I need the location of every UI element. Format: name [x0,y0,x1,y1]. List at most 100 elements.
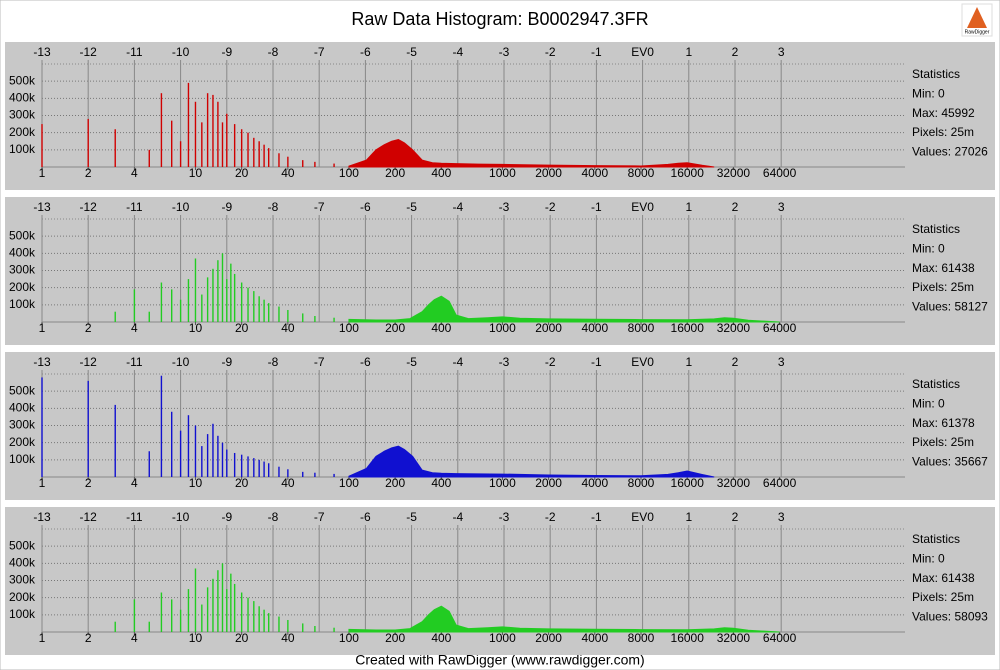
x2-tick-label: -3 [499,510,510,524]
x-tick-label: 32000 [717,166,751,180]
x2-tick-label: -6 [360,510,371,524]
x-tick-label: 2 [85,321,92,335]
y-tick-label: 400k [9,556,36,570]
stat-text: Min: 0 [912,241,945,255]
x-tick-label: 2 [85,631,92,645]
x2-tick-label: -1 [591,355,602,369]
x2-tick-label: 1 [685,355,692,369]
stat-text: Values: 27026 [912,144,988,158]
x-tick-label: 4000 [581,166,608,180]
x2-tick-label: -5 [406,45,417,59]
y-tick-label: 500k [9,228,36,242]
stat-text: Values: 58127 [912,299,988,313]
x-tick-label: 200 [385,166,405,180]
x-tick-label: 100 [339,166,359,180]
y-tick-label: 500k [9,383,36,397]
x-tick-label: 40 [281,166,295,180]
y-tick-label: 100k [9,607,36,621]
x2-tick-label: -12 [80,200,98,214]
x2-tick-label: -9 [221,45,232,59]
x2-tick-label: 2 [732,510,739,524]
x2-tick-label: EV0 [631,510,654,524]
y-tick-label: 200k [9,280,36,294]
x2-tick-label: -4 [452,510,463,524]
stat-text: Statistics [912,67,960,81]
y-tick-label: 100k [9,297,36,311]
x2-tick-label: -12 [80,355,98,369]
x2-tick-label: 1 [685,510,692,524]
x-tick-label: 1 [39,166,46,180]
x-tick-label: 16000 [671,476,705,490]
x-tick-label: 1 [39,631,46,645]
x-tick-label: 64000 [763,166,797,180]
y-tick-label: 200k [9,590,36,604]
x-tick-label: 40 [281,321,295,335]
x-tick-label: 4 [131,166,138,180]
x-tick-label: 4000 [581,321,608,335]
x-tick-label: 16000 [671,166,705,180]
x2-tick-label: 2 [732,355,739,369]
stat-text: Max: 61438 [912,261,975,275]
x-tick-label: 400 [431,166,451,180]
x2-tick-label: 1 [685,45,692,59]
x2-tick-label: -10 [172,45,190,59]
y-tick-label: 300k [9,418,36,432]
x2-tick-label: EV0 [631,200,654,214]
x2-tick-label: -12 [80,45,98,59]
stat-text: Min: 0 [912,551,945,565]
x-tick-label: 40 [281,631,295,645]
y-tick-label: 200k [9,435,36,449]
x2-tick-label: -7 [314,355,325,369]
y-tick-label: 200k [9,125,36,139]
x2-tick-label: -7 [314,45,325,59]
x-tick-label: 20 [235,631,249,645]
x2-tick-label: -3 [499,200,510,214]
x2-tick-label: -5 [406,510,417,524]
x2-tick-label: -13 [33,200,51,214]
x-tick-label: 32000 [717,321,751,335]
x2-tick-label: -2 [545,45,556,59]
x2-tick-label: -1 [591,200,602,214]
y-tick-label: 100k [9,142,36,156]
x-tick-label: 2000 [535,166,562,180]
x-tick-label: 32000 [717,476,751,490]
x-tick-label: 20 [235,166,249,180]
x2-tick-label: -4 [452,355,463,369]
x-tick-label: 8000 [628,321,655,335]
x2-tick-label: -13 [33,45,51,59]
x-tick-label: 20 [235,476,249,490]
x-tick-label: 1000 [489,321,516,335]
x2-tick-label: -6 [360,355,371,369]
x2-tick-label: -2 [545,355,556,369]
logo: RawDigger [961,3,993,37]
x-tick-label: 8000 [628,166,655,180]
x-tick-label: 8000 [628,476,655,490]
x-tick-label: 400 [431,476,451,490]
x-tick-label: 200 [385,631,405,645]
x-tick-label: 16000 [671,631,705,645]
chart-title: Raw Data Histogram: B0002947.3FR [351,9,648,29]
area [348,295,780,323]
x-tick-label: 2 [85,166,92,180]
x2-tick-label: -11 [126,510,143,524]
x-tick-label: 32000 [717,631,751,645]
x2-tick-label: -6 [360,45,371,59]
y-tick-label: 500k [9,73,36,87]
x2-tick-label: -10 [172,200,190,214]
stat-text: Pixels: 25m [912,590,974,604]
x2-tick-label: -9 [221,200,232,214]
x-tick-label: 4000 [581,476,608,490]
stat-text: Pixels: 25m [912,280,974,294]
x-tick-label: 100 [339,631,359,645]
stat-text: Min: 0 [912,396,945,410]
x-tick-label: 2000 [535,321,562,335]
x-tick-label: 100 [339,476,359,490]
x2-tick-label: -11 [126,45,143,59]
x-tick-label: 10 [189,321,203,335]
stat-text: Statistics [912,532,960,546]
x-tick-label: 4000 [581,631,608,645]
